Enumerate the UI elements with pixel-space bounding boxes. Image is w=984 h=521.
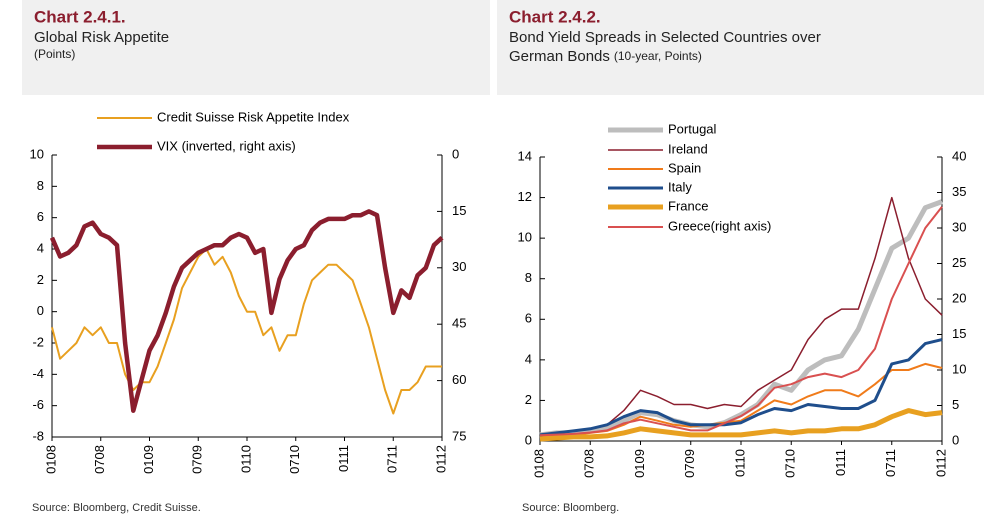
header-bg (497, 0, 984, 95)
y2-tick-label: 15 (452, 203, 466, 218)
x-tick-label: 0108 (43, 445, 58, 474)
chart-subtitle: Global Risk Appetite (34, 29, 169, 46)
y-tick-label: 4 (37, 240, 44, 255)
y-tick-label: 8 (37, 178, 44, 193)
y-tick-label: 6 (37, 209, 44, 224)
legend-label: Ireland (668, 141, 708, 156)
y-tick-label: -2 (32, 334, 44, 349)
x-tick-label: 0708 (582, 449, 597, 478)
y-tick-label: 0 (37, 303, 44, 318)
y2-tick-label: 10 (952, 361, 966, 376)
chart-subtitle: Bond Yield Spreads in Selected Countries… (509, 29, 821, 46)
y2-tick-label: 30 (952, 219, 966, 234)
y-tick-label: 6 (525, 311, 532, 326)
chart-unit: (10-year, Points) (614, 49, 702, 63)
header-bg (22, 0, 490, 95)
series-line (539, 206, 943, 437)
series-line (51, 248, 442, 415)
series-line (539, 199, 943, 438)
x-tick-label: 0709 (682, 449, 697, 478)
y2-tick-label: 40 (952, 148, 966, 163)
chart-unit: (Points) (34, 47, 75, 61)
y-tick-label: 4 (525, 351, 532, 366)
x-tick-label: 0111 (833, 449, 848, 476)
y-tick-label: 2 (37, 272, 44, 287)
x-tick-label: 0109 (141, 445, 156, 474)
legend-label: Credit Suisse Risk Appetite Index (157, 109, 350, 124)
y2-tick-label: 5 (952, 397, 959, 412)
y-tick-label: -8 (32, 428, 44, 443)
y-tick-label: 0 (525, 432, 532, 447)
series-line (539, 338, 943, 437)
y-tick-label: 10 (518, 230, 532, 245)
y2-tick-label: 60 (452, 372, 466, 387)
y2-tick-label: 30 (452, 259, 466, 274)
y-tick-label: 8 (525, 270, 532, 285)
y2-tick-label: 35 (952, 184, 966, 199)
series-line (49, 209, 444, 413)
y2-tick-label: 20 (952, 290, 966, 305)
x-tick-label: 0710 (287, 445, 302, 474)
x-tick-label: 0709 (190, 445, 205, 474)
legend-label: Portugal (668, 121, 717, 136)
legend-label: Greece(right axis) (668, 218, 771, 233)
source: Source: Bloomberg, Credit Suisse. (32, 502, 201, 514)
y-tick-label: -4 (32, 366, 44, 381)
x-tick-label: 0110 (732, 449, 747, 477)
x-tick-label: 0112 (433, 445, 448, 473)
y-tick-label: -6 (32, 397, 44, 412)
x-tick-label: 0108 (531, 449, 546, 478)
source: Source: Bloomberg. (522, 502, 619, 514)
y2-tick-label: 0 (452, 146, 459, 161)
series-line (539, 408, 943, 442)
x-tick-label: 0708 (92, 445, 107, 474)
legend-label: Italy (668, 179, 692, 194)
chart-subtitle: German Bonds (509, 48, 610, 65)
x-tick-label: 0711 (385, 445, 400, 473)
legend-label: France (668, 198, 708, 213)
x-tick-label: 0109 (632, 449, 647, 478)
legend-label: VIX (inverted, right axis) (157, 138, 296, 153)
y2-tick-label: 0 (952, 432, 959, 447)
y-tick-label: 10 (30, 146, 44, 161)
chart-title: Chart 2.4.1. (34, 7, 126, 26)
y-tick-label: 12 (518, 189, 532, 204)
y2-tick-label: 15 (952, 326, 966, 341)
x-tick-label: 0110 (238, 445, 253, 473)
x-tick-label: 0710 (783, 449, 798, 478)
y2-tick-label: 45 (452, 316, 466, 331)
y2-tick-label: 25 (952, 255, 966, 270)
y2-tick-label: 75 (452, 428, 466, 443)
legend-label: Spain (668, 160, 701, 175)
x-tick-label: 0711 (883, 449, 898, 477)
y-tick-label: 2 (525, 392, 532, 407)
x-tick-label: 0112 (933, 449, 948, 477)
chart-title: Chart 2.4.2. (509, 7, 601, 26)
x-tick-label: 0111 (336, 445, 351, 472)
y-tick-label: 14 (518, 148, 532, 163)
